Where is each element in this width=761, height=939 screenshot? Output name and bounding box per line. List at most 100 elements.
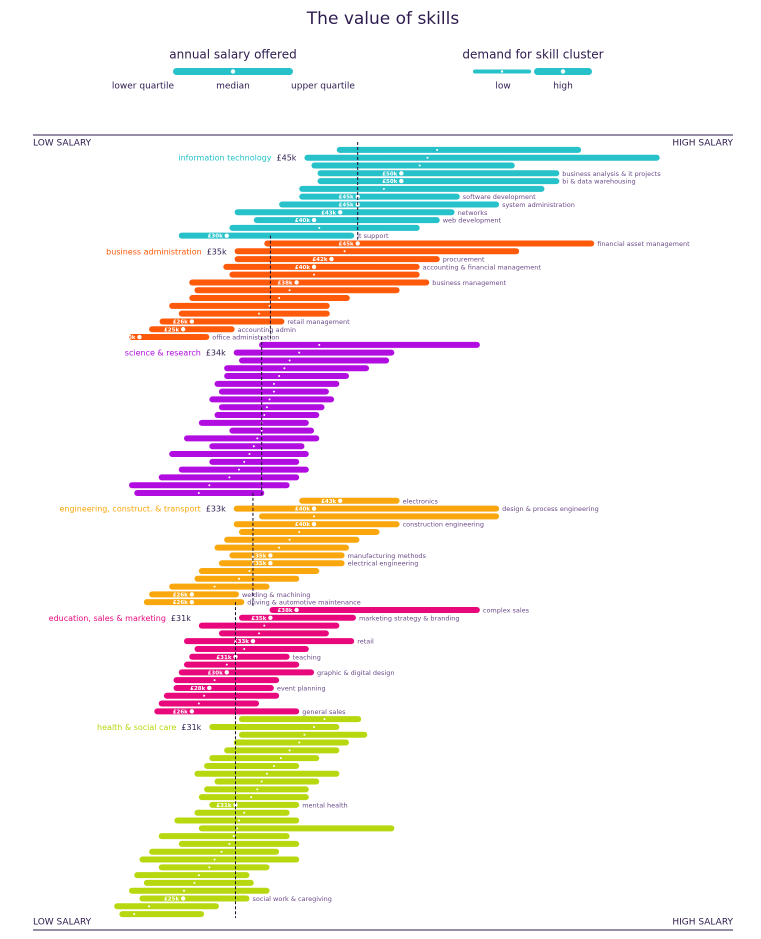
median-label: £30k bbox=[208, 670, 223, 676]
skill-label: office administration bbox=[212, 334, 279, 342]
salary-bar bbox=[299, 497, 400, 504]
median-dot bbox=[224, 233, 229, 238]
cluster-label: information technology £45k bbox=[178, 153, 296, 162]
median-dot bbox=[228, 476, 231, 479]
median-dot bbox=[220, 850, 223, 853]
salary-bar bbox=[209, 801, 300, 808]
median-dot bbox=[213, 679, 216, 682]
edge-label: HIGH SALARY bbox=[672, 918, 733, 928]
median-label: £26k bbox=[173, 592, 188, 598]
salary-bar bbox=[279, 201, 500, 208]
skill-label: electronics bbox=[403, 497, 439, 505]
median-dot bbox=[272, 764, 275, 767]
median-dot bbox=[338, 210, 343, 215]
salary-bar bbox=[233, 505, 500, 512]
skill-label: software development bbox=[463, 193, 536, 201]
salary-bar bbox=[158, 864, 270, 871]
median-dot bbox=[278, 546, 281, 549]
median-dot bbox=[225, 663, 228, 666]
skill-label: retail management bbox=[287, 318, 350, 326]
legend-dot bbox=[230, 69, 236, 74]
skill-label: social work & caregiving bbox=[252, 895, 331, 903]
skill-label: construction engineering bbox=[403, 521, 484, 529]
skill-label: complex sales bbox=[483, 606, 530, 614]
cluster: £43k electronics £40k design & process engi… bbox=[143, 497, 599, 607]
skill-label: marketing strategy & branding bbox=[359, 614, 460, 622]
salary-bar bbox=[224, 536, 360, 543]
cluster-label: engineering, construct. & transport £33k bbox=[59, 504, 226, 513]
median-dot bbox=[436, 148, 439, 151]
median-dot bbox=[208, 866, 211, 869]
salary-bar bbox=[214, 412, 320, 419]
median-dot bbox=[237, 468, 240, 471]
cluster-label: education, sales & marketing £31k bbox=[49, 613, 192, 622]
median-label: £45k bbox=[339, 202, 354, 208]
median-dot bbox=[311, 506, 317, 511]
skill-label: business analysis & it projects bbox=[562, 170, 661, 178]
salary-bar bbox=[229, 552, 345, 559]
salary-bar bbox=[173, 684, 274, 691]
median-label: £45k bbox=[339, 195, 354, 201]
median-dot bbox=[318, 226, 321, 229]
salary-bar bbox=[189, 295, 350, 302]
salary-bar bbox=[238, 357, 390, 364]
salary-bar bbox=[198, 567, 320, 574]
median-dot bbox=[213, 585, 216, 588]
salary-bar bbox=[169, 583, 270, 590]
legend-dot bbox=[500, 70, 504, 73]
salary-bar bbox=[209, 443, 305, 450]
legend-label: upper quartile bbox=[291, 82, 355, 92]
cluster-label: health & social care £31k bbox=[97, 722, 202, 731]
median-dot bbox=[197, 492, 200, 495]
salary-bar bbox=[269, 606, 480, 613]
salary-bar bbox=[158, 833, 290, 840]
median-dot bbox=[243, 460, 246, 463]
cluster: £31k mental health £25k social work & careg… bbox=[114, 716, 395, 918]
salary-bar bbox=[194, 287, 400, 294]
median-label: £35k bbox=[251, 561, 266, 567]
legend-label: low bbox=[495, 82, 510, 92]
edge-label: LOW SALARY bbox=[33, 918, 92, 928]
legend-label: median bbox=[216, 82, 250, 92]
median-label: £38k bbox=[277, 608, 292, 614]
salary-bar bbox=[178, 840, 300, 847]
salary-bar bbox=[163, 692, 280, 699]
median-dot bbox=[298, 351, 301, 354]
salary-bar bbox=[158, 700, 260, 707]
median-label: £33k bbox=[234, 639, 249, 645]
median-dot bbox=[268, 615, 273, 620]
median-dot bbox=[268, 560, 273, 566]
median-dot bbox=[338, 498, 343, 504]
median-dot bbox=[268, 553, 273, 558]
skill-label: welding & machining bbox=[242, 591, 311, 599]
salary-bar bbox=[218, 630, 329, 637]
salary-bar bbox=[194, 645, 309, 652]
median-dot bbox=[288, 749, 291, 752]
median-dot bbox=[236, 827, 239, 830]
median-label: £43k bbox=[321, 499, 336, 505]
skill-label: networks bbox=[458, 209, 488, 217]
skill-label: manufacturing methods bbox=[348, 552, 427, 560]
median-dot bbox=[256, 437, 259, 440]
median-label: £42k bbox=[312, 257, 327, 263]
cluster-median: £34k bbox=[206, 348, 226, 357]
median-dot bbox=[182, 889, 185, 892]
median-dot bbox=[311, 522, 317, 527]
salary-bar bbox=[336, 146, 582, 153]
skill-label: financial asset management bbox=[597, 240, 690, 248]
legend-dot bbox=[560, 69, 566, 74]
median-label: £28k bbox=[190, 686, 205, 692]
cluster: £50k business analysis & it projects £50k b… bbox=[178, 146, 661, 240]
median-dot bbox=[268, 398, 271, 401]
median-dot bbox=[288, 359, 291, 362]
skill-label: mental health bbox=[302, 801, 347, 809]
salary-bar bbox=[139, 856, 300, 863]
median-dot bbox=[294, 607, 299, 613]
salary-bar bbox=[209, 755, 320, 762]
salary-bar bbox=[204, 762, 300, 769]
median-dot bbox=[323, 718, 326, 721]
median-dot bbox=[228, 842, 231, 845]
median-dot bbox=[237, 577, 240, 580]
salary-bar bbox=[264, 240, 595, 247]
median-dot bbox=[313, 725, 316, 728]
